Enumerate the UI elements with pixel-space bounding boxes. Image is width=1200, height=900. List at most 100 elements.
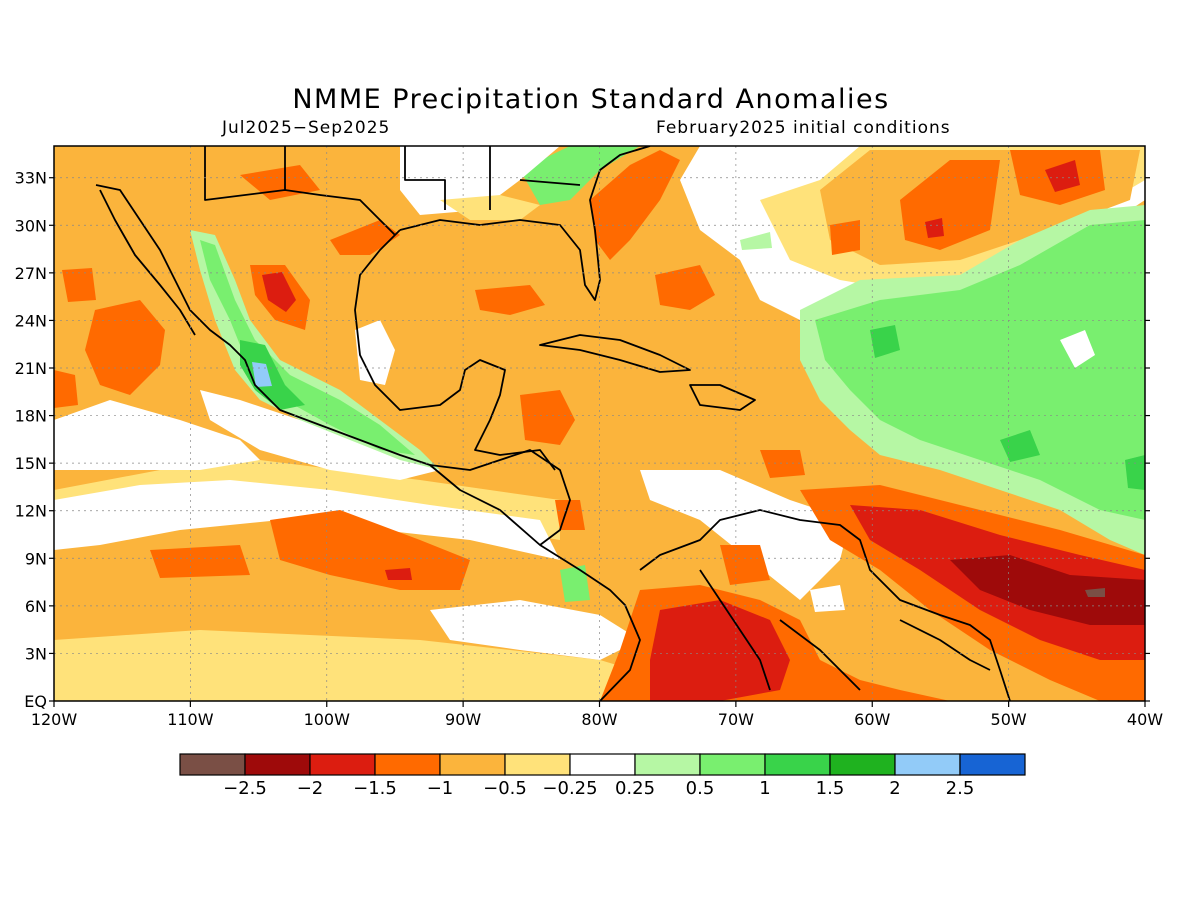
wet-patch: [740, 232, 772, 250]
wet-region: [815, 220, 1145, 520]
dry-region: [590, 150, 680, 260]
legend-swatch: [569, 753, 636, 776]
anomaly-map: [54, 146, 1145, 701]
lat-label: 27N: [15, 264, 47, 283]
lon-label: 70W: [718, 710, 754, 729]
wet-patch: [1125, 455, 1145, 490]
forecast-period: Jul2025−Sep2025: [222, 118, 391, 138]
dry-region: [85, 300, 165, 395]
legend-label: −0.5: [483, 778, 527, 799]
wet-patch: [1000, 430, 1040, 462]
dry-region: [475, 285, 545, 315]
color-legend: −2.5 −2 −1.5 −1 −0.5 −0.25 0.25 0.5 1 1.5 2 2.5: [179, 753, 1026, 799]
dry-region: [520, 390, 575, 445]
lat-label: 30N: [15, 216, 47, 235]
legend-label: −2: [297, 778, 324, 799]
lon-label: 80W: [581, 710, 617, 729]
lon-label: 40W: [1127, 710, 1163, 729]
neutral-band: [200, 390, 440, 480]
neutral-patch: [810, 585, 845, 612]
coastline-gulf: [354, 229, 556, 471]
very-dry-region: [262, 272, 296, 312]
wet-region: [520, 146, 640, 205]
lat-label: 21N: [15, 359, 47, 378]
legend-swatch: [374, 753, 441, 776]
legend-swatch: [634, 753, 701, 776]
legend-swatch: [504, 753, 571, 776]
legend-swatch: [764, 753, 831, 776]
dry-region: [830, 220, 860, 255]
extreme-dry-patch: [1085, 588, 1105, 597]
lat-label: 33N: [15, 169, 47, 188]
legend-label: −0.25: [542, 778, 597, 799]
legend-label: 1.5: [816, 778, 845, 799]
coastlines: [95, 146, 1011, 701]
neutral-patch: [1060, 330, 1095, 368]
dry-region: [150, 545, 250, 578]
light-anomaly-band: [54, 630, 700, 701]
lon-label: 60W: [854, 710, 890, 729]
border-central-america: [429, 449, 571, 546]
coastline-mexico-pacific: [95, 184, 641, 701]
legend-swatch: [959, 753, 1026, 776]
legend-label: −1: [427, 778, 454, 799]
border-us-states: [404, 146, 581, 210]
lat-label: 9N: [25, 549, 47, 568]
coastline-south-america: [639, 509, 1011, 701]
legend-label: 2: [889, 778, 900, 799]
extreme-dry-region: [950, 555, 1145, 625]
border-south-america: [699, 569, 991, 691]
legend-swatch: [244, 753, 311, 776]
dry-region: [555, 500, 585, 530]
neutral-band: [640, 470, 850, 600]
legend-label: 0.5: [686, 778, 715, 799]
dry-region: [270, 510, 470, 590]
dry-region: [720, 545, 770, 585]
legend-label: 0.25: [615, 778, 655, 799]
legend-swatch: [699, 753, 766, 776]
legend-swatch: [829, 753, 896, 776]
legend-swatch: [309, 753, 376, 776]
legend-swatch: [894, 753, 961, 776]
neutral-band: [54, 400, 260, 470]
dry-region: [62, 268, 96, 302]
very-wet-patch: [252, 362, 272, 387]
dry-region: [760, 450, 805, 478]
coastline-us-gulf: [399, 146, 651, 301]
lat-label: 18N: [15, 407, 47, 426]
coastline-cuba: [539, 334, 691, 373]
lon-label: 90W: [445, 710, 481, 729]
dry-region: [54, 370, 78, 408]
legend-swatch: [439, 753, 506, 776]
lon-label: 110W: [167, 710, 214, 729]
very-dry-region: [925, 218, 944, 238]
very-dry-region: [650, 600, 790, 701]
legend-label: −1.5: [353, 778, 397, 799]
neutral-band: [430, 600, 640, 660]
map-title: NMME Precipitation Standard Anomalies: [292, 84, 890, 115]
graticule: [54, 146, 1145, 701]
dry-region: [900, 160, 1000, 250]
lat-label: 12N: [15, 502, 47, 521]
wet-patch: [560, 565, 590, 602]
wet-patch: [240, 340, 305, 410]
lon-label: 50W: [991, 710, 1027, 729]
coastline-hispaniola: [689, 384, 756, 411]
lon-label: 120W: [31, 710, 78, 729]
border-us-mexico: [204, 146, 396, 236]
very-dry-region: [1045, 160, 1080, 192]
legend-label: 2.5: [946, 778, 975, 799]
dry-region: [655, 265, 715, 310]
legend-swatch: [179, 753, 246, 776]
neutral-region: [400, 146, 560, 215]
lat-label: 6N: [25, 597, 47, 616]
wet-patch: [870, 325, 900, 358]
lat-label: 15N: [15, 454, 47, 473]
neutral-patch: [355, 320, 395, 385]
lat-label: EQ: [24, 692, 47, 711]
legend-label: 1: [759, 778, 770, 799]
lat-label: 24N: [15, 311, 47, 330]
initial-conditions: February2025 initial conditions: [656, 118, 951, 138]
legend-label: −2.5: [223, 778, 267, 799]
